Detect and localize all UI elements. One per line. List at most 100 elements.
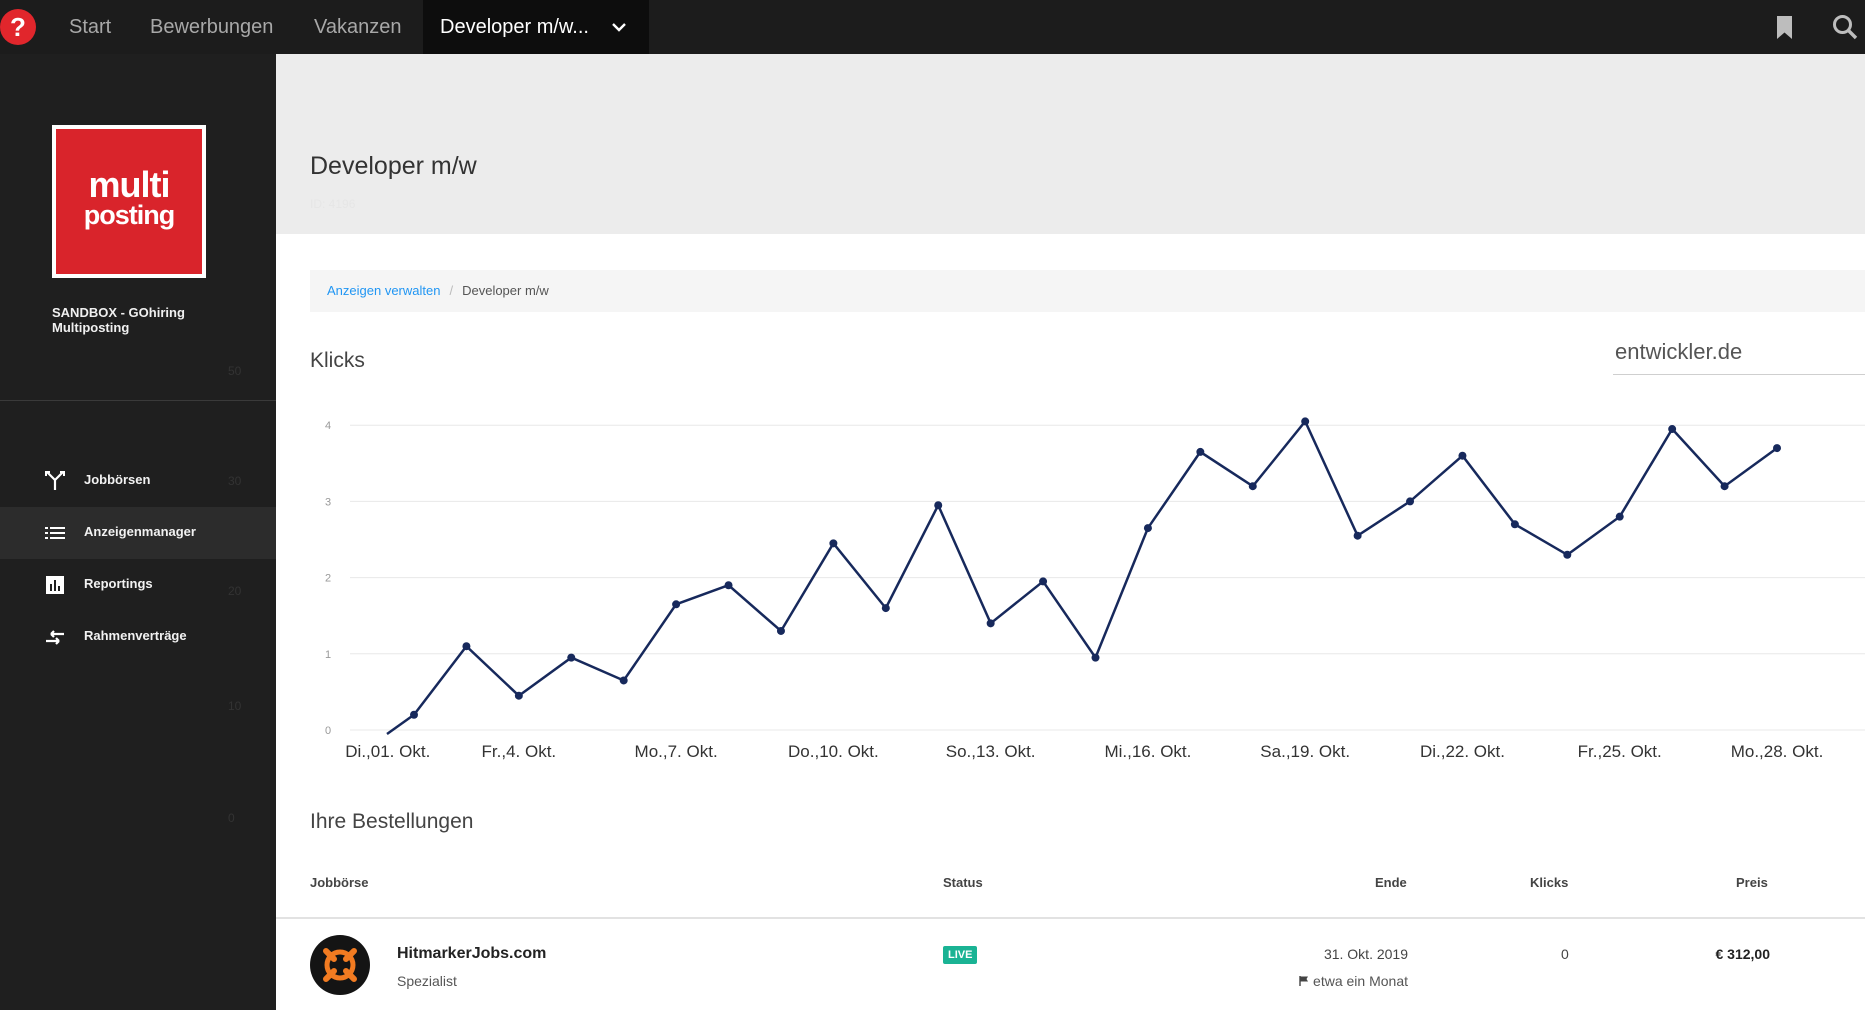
data-point[interactable] [1196, 447, 1205, 456]
chevron-down-icon [611, 0, 627, 77]
data-point[interactable] [1406, 497, 1415, 506]
sidebar: multi posting SANDBOX - GOhiring Multipo… [0, 54, 276, 1010]
jobboard-category: Spezialist [397, 973, 457, 989]
top-navigation-bar: ? Start Bewerbungen Vakanzen Developer m… [0, 0, 1865, 54]
sidebar-item-reportings[interactable]: Reportings [0, 559, 276, 611]
table-header-divider [276, 917, 1865, 919]
breadcrumb: Anzeigen verwalten / Developer m/w [310, 270, 1865, 312]
data-point[interactable] [619, 676, 628, 685]
klicks-value: 0 [1561, 946, 1569, 962]
status-badge: LIVE [943, 946, 978, 964]
data-point[interactable] [1039, 577, 1048, 586]
data-point[interactable] [1458, 451, 1467, 460]
data-point[interactable] [881, 604, 890, 613]
data-point[interactable] [1091, 653, 1100, 662]
brand-logo: multi posting [52, 125, 206, 278]
organization-name: SANDBOX - GOhiring Multiposting [52, 305, 185, 335]
data-point[interactable] [514, 691, 523, 700]
nav-bewerbungen[interactable]: Bewerbungen [150, 16, 274, 38]
jobboard-logo-icon[interactable] [310, 935, 370, 995]
ghost-tick: 30 [228, 474, 242, 488]
data-point[interactable] [1301, 417, 1310, 426]
data-point[interactable] [1563, 550, 1572, 559]
y-tick-label: 4 [325, 420, 331, 432]
data-point[interactable] [934, 501, 943, 510]
relative-duration: etwa ein Monat [1298, 973, 1408, 989]
data-point[interactable] [672, 600, 681, 609]
data-point[interactable] [724, 581, 733, 590]
data-point[interactable] [1353, 531, 1362, 540]
x-tick-label: Sa.,19. Okt. [1260, 742, 1350, 761]
sidebar-item-rahmenvertraege[interactable]: Rahmenverträge [0, 611, 276, 663]
column-header-preis[interactable]: Preis [1736, 875, 1768, 890]
ghost-tick: 0 [228, 811, 235, 825]
x-tick-label: Fr.,4. Okt. [482, 742, 557, 761]
brand-line-1: multi [88, 164, 171, 205]
data-point[interactable] [462, 642, 471, 651]
data-point[interactable] [410, 710, 418, 719]
flag-icon [1299, 976, 1309, 986]
breadcrumb-separator: / [449, 283, 454, 298]
chart-title: Klicks [310, 349, 365, 372]
x-tick-label: Mo.,28. Okt. [1731, 742, 1824, 761]
brand-logo-tile: multi posting [56, 129, 202, 274]
y-tick-label: 0 [325, 725, 331, 737]
series-line [413, 419, 1778, 716]
sidebar-item-anzeigenmanager[interactable]: Anzeigenmanager [0, 507, 276, 559]
data-point[interactable] [1615, 512, 1624, 521]
app-logo-icon[interactable]: ? [0, 9, 36, 45]
klicks-line-chart: 0 1 2 3 4 Di.,01. Okt. Fr.,4. Okt. Mo.,7. Okt.… [325, 417, 1865, 761]
brand-line-2: posting [83, 200, 175, 230]
sidebar-item-jobboersen[interactable]: Jobbörsen [0, 455, 276, 507]
data-point[interactable] [1143, 524, 1152, 533]
nav-start[interactable]: Start [69, 16, 112, 38]
jobboard-select[interactable]: entwickler.de [1613, 333, 1865, 375]
sidebar-item-label: Reportings [84, 576, 153, 591]
ghost-tick: 50 [228, 364, 242, 378]
nav-active-tab[interactable]: Developer m/w... [423, 0, 649, 54]
x-tick-label: Mo.,7. Okt. [635, 742, 718, 761]
column-header-status[interactable]: Status [943, 875, 983, 890]
data-point[interactable] [776, 626, 785, 635]
list-icon [43, 521, 67, 545]
jobboard-name[interactable]: HitmarkerJobs.com [397, 945, 547, 962]
sidebar-item-label: Anzeigenmanager [84, 524, 196, 539]
page-title: Developer m/w [310, 152, 477, 180]
breadcrumb-link-anzeigen-verwalten[interactable]: Anzeigen verwalten [327, 283, 441, 298]
sidebar-item-label: Jobbörsen [84, 472, 151, 487]
data-point[interactable] [986, 619, 995, 628]
fork-icon [43, 469, 67, 493]
column-header-jobboerse[interactable]: Jobbörse [310, 875, 369, 890]
relative-duration-label: etwa ein Monat [1313, 973, 1408, 989]
bar-chart-icon [43, 573, 67, 597]
ghost-tick: 20 [228, 584, 242, 598]
page-header-band [276, 54, 1865, 234]
sidebar-item-label: Rahmenverträge [84, 628, 187, 643]
page-id: ID: 4196 [310, 197, 356, 211]
data-point[interactable] [829, 539, 838, 548]
x-tick-label: Di.,22. Okt. [1420, 742, 1505, 761]
data-point[interactable] [1510, 520, 1519, 529]
data-point[interactable] [1668, 425, 1677, 434]
active-tab-label: Developer m/w... [440, 16, 589, 38]
bookmark-icon[interactable] [1770, 12, 1800, 42]
data-point[interactable] [567, 653, 576, 662]
price-value: € 312,00 [1715, 946, 1771, 962]
end-date: 31. Okt. 2019 [1323, 946, 1408, 962]
swap-icon [43, 625, 67, 649]
x-tick-label: Di.,01. Okt. [345, 742, 430, 761]
data-point[interactable] [1720, 482, 1729, 491]
column-header-klicks[interactable]: Klicks [1530, 875, 1569, 890]
data-point[interactable] [1248, 482, 1257, 491]
series-lead-in [386, 713, 415, 736]
x-tick-label: Fr.,25. Okt. [1578, 742, 1662, 761]
column-header-ende[interactable]: Ende [1375, 875, 1407, 890]
search-icon[interactable] [1830, 12, 1860, 42]
breadcrumb-current: Developer m/w [462, 283, 549, 298]
x-tick-label: So.,13. Okt. [946, 742, 1036, 761]
sidebar-divider [0, 400, 276, 401]
nav-vakanzen[interactable]: Vakanzen [314, 16, 402, 38]
y-tick-label: 3 [325, 496, 331, 508]
x-tick-label: Do.,10. Okt. [788, 742, 879, 761]
data-point[interactable] [1773, 444, 1781, 453]
